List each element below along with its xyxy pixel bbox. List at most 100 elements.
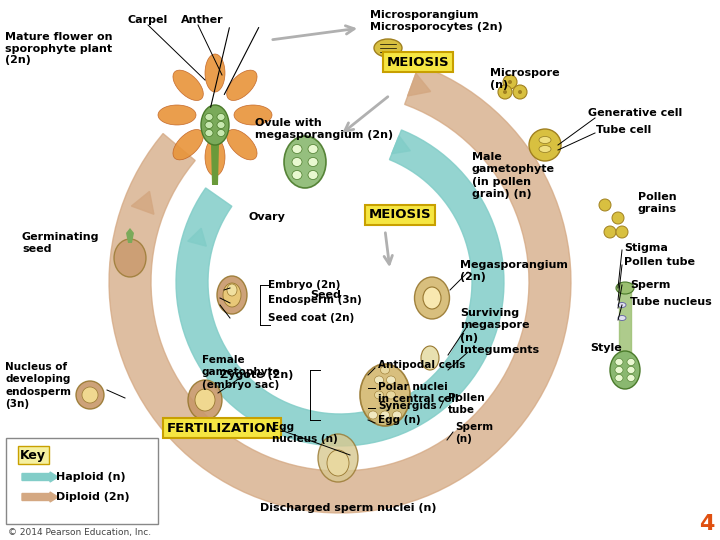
- Ellipse shape: [217, 130, 225, 137]
- Circle shape: [82, 387, 98, 403]
- Text: Synergids: Synergids: [378, 401, 436, 411]
- Text: Seed coat (2n): Seed coat (2n): [268, 313, 354, 323]
- Text: Diploid (2n): Diploid (2n): [56, 492, 130, 502]
- Text: Antipodal cells: Antipodal cells: [378, 360, 465, 370]
- Text: Discharged sperm nuclei (n): Discharged sperm nuclei (n): [260, 503, 436, 513]
- Ellipse shape: [318, 434, 358, 482]
- Ellipse shape: [201, 105, 229, 145]
- Ellipse shape: [284, 136, 326, 188]
- Ellipse shape: [308, 171, 318, 179]
- Polygon shape: [131, 191, 154, 214]
- Text: Microspore
(n): Microspore (n): [490, 68, 559, 90]
- Ellipse shape: [173, 70, 203, 100]
- Circle shape: [612, 212, 624, 224]
- Ellipse shape: [195, 389, 215, 411]
- Polygon shape: [408, 73, 431, 96]
- Ellipse shape: [618, 315, 626, 321]
- Ellipse shape: [217, 113, 225, 120]
- Text: Nucleus of
developing
endosperm
(3n): Nucleus of developing endosperm (3n): [5, 362, 71, 409]
- Ellipse shape: [374, 376, 384, 384]
- Ellipse shape: [217, 122, 225, 129]
- FancyArrow shape: [22, 492, 58, 502]
- Circle shape: [529, 129, 561, 161]
- Ellipse shape: [205, 130, 213, 137]
- Ellipse shape: [387, 376, 395, 384]
- Ellipse shape: [292, 158, 302, 166]
- Ellipse shape: [223, 283, 241, 307]
- Ellipse shape: [114, 239, 146, 277]
- Ellipse shape: [615, 375, 623, 381]
- Ellipse shape: [308, 145, 318, 153]
- Text: Sperm
(n): Sperm (n): [455, 422, 493, 443]
- Ellipse shape: [615, 367, 623, 374]
- Text: MEIOSIS: MEIOSIS: [369, 208, 431, 221]
- Text: Egg (n): Egg (n): [378, 415, 420, 425]
- Text: Haploid (n): Haploid (n): [56, 472, 125, 482]
- Polygon shape: [176, 130, 504, 446]
- Circle shape: [518, 90, 522, 94]
- Circle shape: [498, 85, 512, 99]
- Text: FERTILIZATION: FERTILIZATION: [167, 422, 277, 435]
- Ellipse shape: [615, 359, 623, 366]
- Ellipse shape: [292, 171, 302, 179]
- Text: Female
gametophyte
(embryo sac): Female gametophyte (embryo sac): [202, 355, 281, 390]
- Ellipse shape: [217, 276, 247, 314]
- Ellipse shape: [234, 105, 272, 125]
- Ellipse shape: [227, 284, 237, 296]
- Ellipse shape: [188, 380, 222, 420]
- Text: Embryo (2n): Embryo (2n): [268, 280, 341, 290]
- Text: Ovule with
megasporangium (2n): Ovule with megasporangium (2n): [255, 118, 393, 140]
- Text: Zygote (2n): Zygote (2n): [220, 370, 293, 380]
- Ellipse shape: [205, 54, 225, 92]
- Ellipse shape: [618, 302, 626, 307]
- Circle shape: [513, 85, 527, 99]
- Ellipse shape: [227, 70, 257, 100]
- Text: Pollen
tube: Pollen tube: [448, 393, 485, 415]
- Text: Generative cell: Generative cell: [588, 108, 683, 118]
- Ellipse shape: [227, 130, 257, 160]
- Circle shape: [503, 75, 517, 89]
- Polygon shape: [211, 145, 219, 185]
- Circle shape: [599, 199, 611, 211]
- Text: Germinating
seed: Germinating seed: [22, 232, 99, 254]
- Ellipse shape: [539, 145, 551, 152]
- Text: Stigma: Stigma: [624, 243, 668, 253]
- Ellipse shape: [369, 411, 377, 419]
- Text: Polar nuclei
in central cell: Polar nuclei in central cell: [378, 382, 459, 403]
- Text: Ovary: Ovary: [248, 212, 285, 222]
- Text: Sperm: Sperm: [630, 280, 670, 290]
- Text: Endosperm (3n): Endosperm (3n): [268, 295, 361, 305]
- Polygon shape: [188, 228, 207, 246]
- Polygon shape: [109, 65, 571, 513]
- Text: Male
gametophyte
(in pollen
grain) (n): Male gametophyte (in pollen grain) (n): [472, 152, 555, 199]
- Ellipse shape: [610, 351, 640, 389]
- FancyArrow shape: [22, 472, 58, 482]
- Text: Seed: Seed: [310, 290, 341, 300]
- Text: Tube nucleus: Tube nucleus: [630, 297, 712, 307]
- Ellipse shape: [380, 366, 390, 374]
- Text: Integuments: Integuments: [460, 345, 539, 355]
- Ellipse shape: [158, 105, 196, 125]
- Ellipse shape: [539, 137, 551, 144]
- Polygon shape: [126, 228, 134, 243]
- FancyBboxPatch shape: [6, 438, 158, 524]
- Ellipse shape: [360, 364, 410, 426]
- Ellipse shape: [374, 39, 402, 57]
- Text: Tube cell: Tube cell: [596, 125, 652, 135]
- Text: Microsporangium
Microsporocytes (2n): Microsporangium Microsporocytes (2n): [370, 10, 503, 32]
- Ellipse shape: [392, 411, 402, 419]
- Ellipse shape: [327, 450, 349, 476]
- Circle shape: [508, 80, 512, 84]
- Text: MEIOSIS: MEIOSIS: [387, 56, 449, 69]
- Ellipse shape: [205, 138, 225, 176]
- Text: Pollen tube: Pollen tube: [624, 257, 695, 267]
- Circle shape: [616, 226, 628, 238]
- Circle shape: [503, 90, 507, 94]
- Text: Megasporangium
(2n): Megasporangium (2n): [460, 260, 568, 281]
- Text: Surviving
megaspore
(n): Surviving megaspore (n): [460, 308, 529, 343]
- Text: © 2014 Pearson Education, Inc.: © 2014 Pearson Education, Inc.: [8, 528, 151, 537]
- Polygon shape: [392, 136, 410, 154]
- Circle shape: [604, 226, 616, 238]
- Text: Style: Style: [590, 343, 622, 353]
- Text: Pollen
grains: Pollen grains: [638, 192, 677, 214]
